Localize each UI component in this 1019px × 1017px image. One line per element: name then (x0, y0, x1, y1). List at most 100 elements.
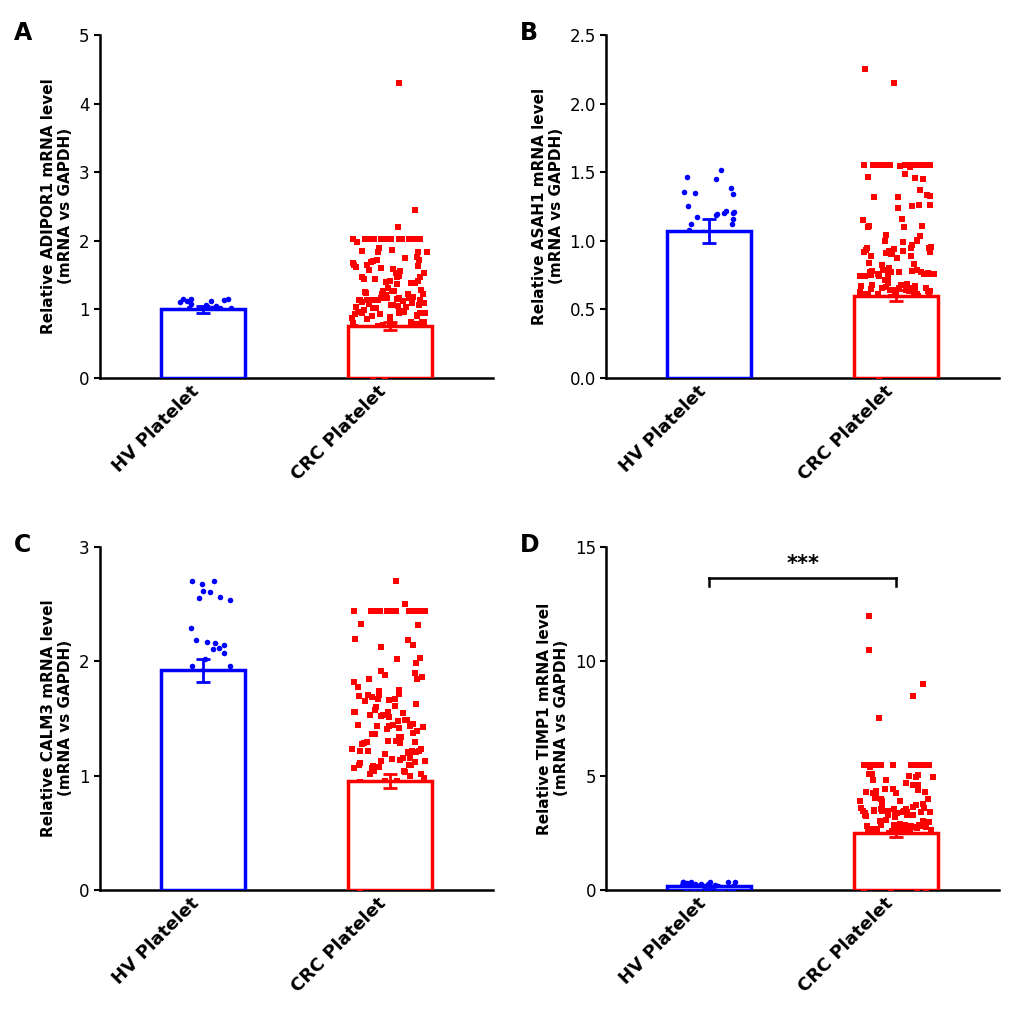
Point (894, 234, 910, 250)
Point (913, 352, 929, 368)
Point (412, 766, 428, 782)
Point (889, 250, 905, 266)
Point (861, 759, 877, 775)
Point (370, 848, 386, 864)
Point (873, 291, 890, 307)
Point (871, 813, 888, 829)
Point (357, 231, 373, 247)
Point (418, 879, 434, 895)
Point (381, 309, 397, 325)
Point (851, 859, 867, 876)
Point (915, 784, 931, 800)
Point (912, 817, 928, 833)
Point (374, 870, 390, 886)
Point (394, 804, 411, 821)
Point (380, 335, 396, 351)
Point (381, 346, 397, 362)
Point (702, 226, 718, 242)
Point (860, 219, 876, 235)
Point (901, 343, 917, 359)
Point (908, 758, 924, 774)
Point (390, 75, 407, 92)
Point (207, 635, 223, 651)
Point (379, 344, 395, 360)
Point (706, 878, 722, 894)
Point (864, 864, 880, 881)
Point (710, 879, 727, 895)
Point (406, 779, 422, 795)
Point (909, 782, 925, 798)
Point (903, 198, 919, 215)
Point (396, 596, 413, 612)
Point (908, 292, 924, 308)
Point (858, 240, 874, 256)
Point (850, 313, 866, 330)
Point (172, 313, 189, 330)
Point (877, 301, 894, 317)
Point (879, 363, 896, 379)
Point (388, 651, 405, 667)
Point (354, 243, 370, 259)
Point (404, 742, 420, 759)
Point (918, 837, 934, 853)
Point (903, 758, 919, 774)
Point (881, 327, 898, 344)
Point (386, 699, 403, 715)
Point (414, 330, 430, 346)
Point (688, 210, 704, 226)
Point (705, 261, 721, 278)
Point (363, 726, 379, 742)
Point (723, 211, 740, 227)
Point (383, 325, 399, 342)
Point (213, 302, 229, 318)
Point (390, 719, 407, 735)
Point (405, 725, 421, 741)
Point (366, 231, 382, 247)
Point (346, 761, 363, 777)
Point (383, 242, 399, 258)
Point (387, 803, 404, 820)
Point (369, 717, 385, 733)
Point (697, 881, 713, 897)
Point (907, 854, 923, 871)
Point (899, 314, 915, 331)
Point (882, 246, 899, 262)
Point (367, 851, 383, 868)
Point (352, 755, 368, 771)
Point (858, 356, 874, 372)
Point (386, 352, 403, 368)
Point (362, 843, 378, 859)
Point (373, 288, 389, 304)
Point (346, 318, 363, 335)
Point (377, 826, 393, 842)
Point (870, 710, 887, 726)
Point (205, 641, 221, 657)
Point (183, 658, 200, 674)
Point (393, 360, 410, 376)
Point (382, 863, 398, 880)
Point (396, 348, 413, 364)
Point (197, 651, 213, 667)
Point (390, 231, 407, 247)
Point (880, 243, 897, 259)
Point (361, 849, 377, 865)
Point (401, 717, 418, 733)
Point (373, 290, 389, 306)
Point (710, 270, 727, 286)
Point (902, 240, 918, 256)
Point (411, 345, 427, 361)
Point (896, 326, 912, 343)
Point (353, 615, 369, 632)
Bar (853, 833, 937, 890)
Point (883, 315, 900, 332)
Point (919, 328, 935, 345)
Point (366, 844, 382, 860)
Point (852, 854, 868, 871)
Point (675, 183, 691, 199)
Point (891, 852, 907, 869)
Point (897, 337, 913, 353)
Point (413, 859, 429, 876)
Point (888, 853, 904, 870)
Point (873, 290, 890, 306)
Point (878, 803, 895, 820)
